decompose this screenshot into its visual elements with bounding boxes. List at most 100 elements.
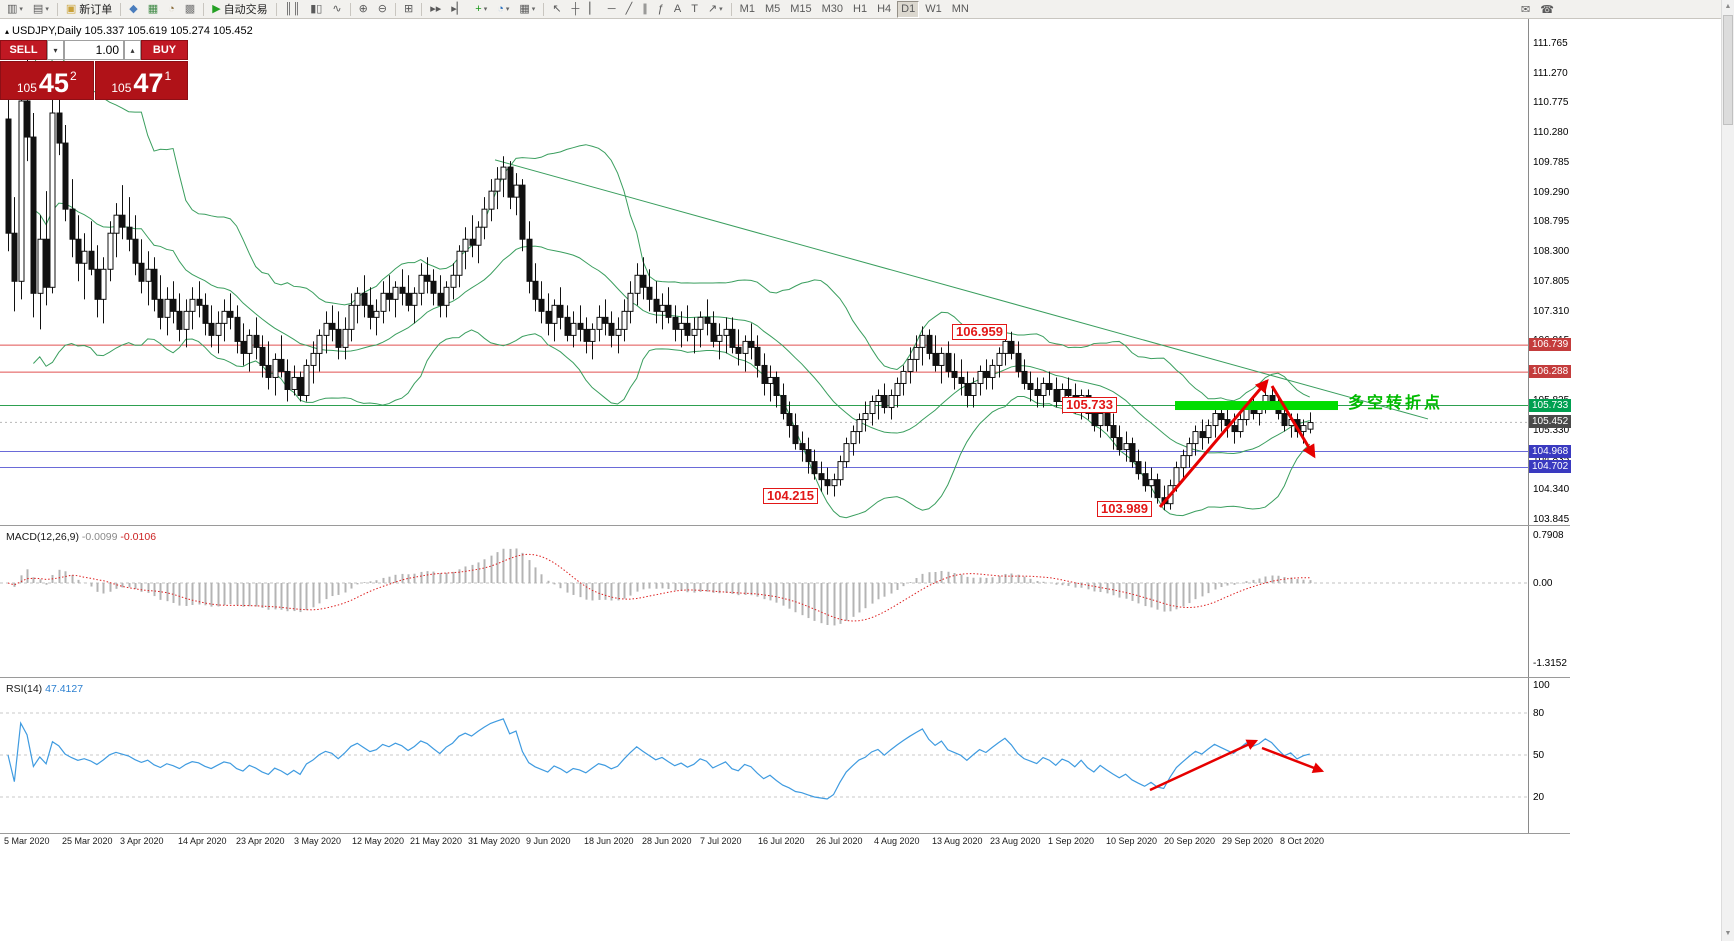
tf-m15[interactable]: M15: [786, 1, 815, 18]
channel-tool[interactable]: ∥: [638, 1, 652, 18]
profiles-button-dropdown-icon: ▾: [45, 6, 49, 13]
toolbar-separator: [543, 2, 545, 16]
price-label-105.733[interactable]: 105.733: [1062, 397, 1117, 413]
toolbar-separator: [395, 2, 397, 16]
chart-shift-button-icon: ▸▏: [451, 2, 466, 15]
volume-decrease-button[interactable]: ▾: [47, 40, 64, 60]
price-axis-tag-104.702[interactable]: 104.702: [1529, 460, 1572, 474]
text-tool[interactable]: A: [670, 1, 685, 18]
price-axis-tag-104.968[interactable]: 104.968: [1529, 444, 1572, 458]
time-axis[interactable]: 5 Mar 2020 25 Mar 2020 3 Apr 2020 14 Apr 20…: [0, 836, 1528, 850]
tf-d1[interactable]: D1: [897, 0, 920, 18]
price-axis-tag-106.739[interactable]: 106.739: [1529, 338, 1572, 352]
metaeditor-button[interactable]: ◆: [125, 1, 141, 18]
trend-arrow[interactable]: [1270, 385, 1316, 459]
fibonacci-tool[interactable]: ƒ: [654, 1, 668, 18]
horizontal-line-tool[interactable]: ─: [604, 1, 620, 18]
zoom-in-button[interactable]: ⊕: [355, 1, 372, 18]
price-axis-tag-105.733[interactable]: 105.733: [1529, 398, 1572, 412]
volume-increase-button[interactable]: ▴: [124, 40, 141, 60]
options-button-icon: ▩: [184, 2, 196, 15]
macd-signal-line: [7, 553, 1310, 622]
panel-splitter[interactable]: [0, 525, 1570, 526]
macd-scale-label: 0.00: [1533, 578, 1553, 589]
trendline-tool[interactable]: ╱: [622, 1, 637, 18]
tile-windows-button[interactable]: ⊞: [400, 1, 417, 18]
price-label-104.215[interactable]: 104.215: [763, 488, 818, 504]
macd-signal-value: -0.0106: [120, 531, 157, 543]
scroll-thumb[interactable]: [1723, 15, 1733, 125]
profiles-button[interactable]: ▤ ▾: [29, 1, 53, 18]
price-label-106.959[interactable]: 106.959: [952, 324, 1007, 340]
trade-panel-row: SELL ▾ ▴ BUY: [0, 40, 188, 60]
tf-m1[interactable]: M1: [736, 1, 759, 18]
pivot-band[interactable]: [1175, 401, 1338, 411]
market-watch-button[interactable]: ▦: [144, 1, 162, 18]
scroll-up-button[interactable]: ▲: [1724, 3, 1732, 10]
time-axis-label: 5 Mar 2020: [4, 836, 50, 846]
scroll-down-button[interactable]: ▼: [1724, 930, 1732, 937]
history-center-button[interactable]: ◔: [164, 1, 179, 18]
price-axis-tag-105.452[interactable]: 105.452: [1529, 415, 1572, 429]
crosshair-tool[interactable]: ┼: [568, 1, 584, 18]
profiles-button-icon: ▤: [32, 2, 44, 15]
price-axis-label: 104.835: [1533, 454, 1569, 465]
rsi-scale-label: 100: [1533, 680, 1550, 691]
sell-button[interactable]: SELL: [0, 40, 47, 60]
zoom-out-button[interactable]: ⊖: [374, 1, 391, 18]
vertical-line-tool[interactable]: ▏: [585, 1, 601, 18]
volume-input[interactable]: [64, 40, 124, 60]
trend-arrow[interactable]: [1261, 746, 1325, 774]
buy-price-button[interactable]: 105 47 1: [94, 61, 188, 100]
line-chart-button[interactable]: ∿: [328, 1, 345, 18]
candlestick-chart-button[interactable]: ▮▯: [306, 1, 326, 18]
tf-m15-icon: M15: [790, 2, 812, 15]
bar-chart-button[interactable]: ║║: [281, 1, 305, 18]
macd-chart-canvas[interactable]: [0, 527, 1528, 677]
add-indicator-button[interactable]: + ▾: [471, 1, 491, 18]
time-axis-label: 20 Sep 2020: [1164, 836, 1216, 846]
panel-splitter[interactable]: [0, 677, 1570, 678]
rsi-scale-label: 50: [1533, 750, 1545, 761]
tf-w1[interactable]: W1: [921, 1, 946, 18]
chart-shift-button[interactable]: ▸▏: [447, 1, 469, 18]
tf-h4-icon: H4: [877, 2, 892, 15]
zoom-in-button-icon: ⊕: [358, 2, 368, 15]
zoom-out-button-icon: ⊖: [377, 2, 388, 15]
label-tool[interactable]: T: [687, 1, 702, 18]
tf-m30[interactable]: M30: [818, 1, 847, 18]
auto-scroll-button[interactable]: ▸▸: [426, 1, 445, 18]
macd-name: MACD(12,26,9): [6, 531, 79, 543]
tf-h1[interactable]: H1: [849, 1, 871, 18]
price-chart-canvas[interactable]: [0, 18, 1528, 525]
tf-mn[interactable]: MN: [948, 1, 973, 18]
buy-button[interactable]: BUY: [141, 40, 188, 60]
new-chart-button[interactable]: ▥ ▾: [3, 1, 27, 18]
trend-arrow[interactable]: [1149, 739, 1259, 792]
trend-arrow[interactable]: [1158, 378, 1269, 508]
horizontal-level-lines[interactable]: [0, 344, 1528, 468]
options-button[interactable]: ▩: [181, 1, 199, 18]
candles: [5, 58, 1314, 511]
cursor-tool[interactable]: ↖: [548, 1, 565, 18]
template-button[interactable]: ▦ ▾: [515, 1, 539, 18]
tf-m5[interactable]: M5: [761, 1, 784, 18]
mail-button[interactable]: ✉: [1521, 4, 1531, 16]
panel-splitter: [0, 833, 1570, 834]
arrows-tool[interactable]: ↗ ▾: [704, 1, 727, 18]
price-axis-label: 111.765: [1533, 38, 1568, 49]
vertical-scrollbar[interactable]: ▲ ▼: [1721, 0, 1734, 941]
tf-h1-icon: H1: [853, 2, 868, 15]
time-axis-label: 3 May 2020: [294, 836, 342, 846]
tf-h4[interactable]: H4: [873, 1, 895, 18]
arrows-tool-icon: ↗: [707, 2, 718, 15]
price-axis-tag-106.288[interactable]: 106.288: [1529, 365, 1572, 379]
community-button[interactable]: ☎: [1540, 4, 1554, 16]
period-button-icon: ◔: [497, 2, 504, 15]
price-label-103.989[interactable]: 103.989: [1097, 501, 1152, 517]
period-button[interactable]: ◔ ▾: [493, 1, 513, 18]
auto-trading-button[interactable]: ▶ 自动交易: [208, 1, 271, 18]
sell-price-button[interactable]: 105 45 2: [0, 61, 94, 100]
new-order-button[interactable]: ▣ 新订单: [62, 1, 116, 18]
rsi-chart-canvas[interactable]: [0, 679, 1528, 832]
